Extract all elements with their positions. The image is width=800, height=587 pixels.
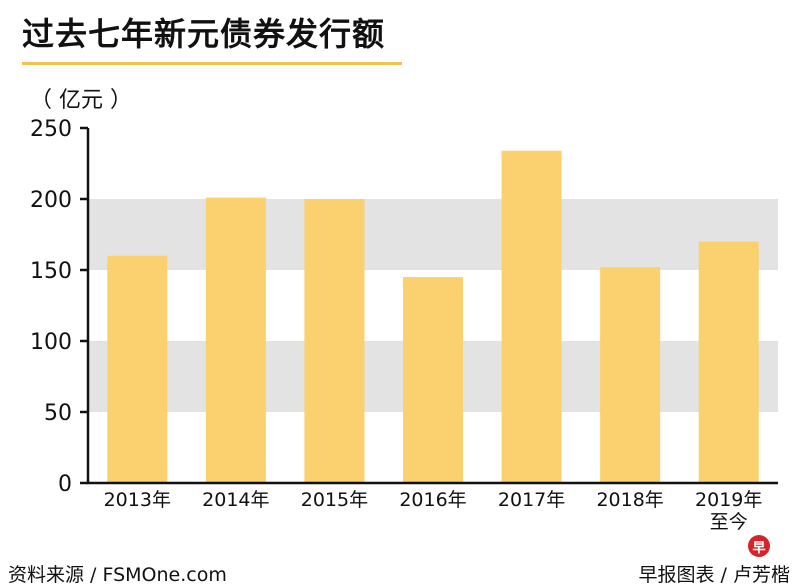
bar-0 — [107, 255, 168, 483]
y-tick-label-0: 0 — [58, 472, 72, 497]
y-tick-label-3: 150 — [30, 259, 72, 284]
y-tick-label-2: 100 — [30, 330, 72, 355]
bar-6 — [698, 241, 759, 483]
axes — [86, 128, 778, 485]
shaded-band-1 — [88, 199, 778, 270]
y-tick-label-4: 200 — [30, 188, 72, 213]
x-tick-label-6-line1: 至今 — [710, 511, 748, 533]
chart-title: 过去七年新元债券发行额 — [22, 15, 386, 53]
x-tick-label-1: 2014年 — [202, 489, 269, 511]
title-underline — [22, 62, 402, 65]
bars — [107, 150, 759, 483]
bar-1 — [205, 197, 266, 483]
shaded-bands — [88, 199, 778, 412]
y-axis-unit-label: （ 亿元 ） — [30, 88, 132, 113]
bar-4 — [501, 150, 562, 483]
x-tick-label-5: 2018年 — [596, 489, 663, 511]
bar-3 — [403, 277, 463, 483]
credit-note: 早报图表 / 卢芳楷 — [638, 564, 790, 586]
bar-2 — [304, 199, 365, 483]
y-tick-label-5: 250 — [30, 117, 72, 142]
x-tick-label-0: 2013年 — [104, 489, 171, 511]
zaobao-logo-icon: 早 — [748, 535, 770, 557]
y-tick-label-1: 50 — [44, 401, 72, 426]
x-tick-label-4: 2017年 — [498, 489, 565, 511]
bar-5 — [600, 267, 661, 483]
source-note: 资料来源 / FSMOne.com — [8, 564, 227, 586]
y-ticks: 0 50 100 150 200 250 — [30, 117, 88, 497]
x-tick-label-3: 2016年 — [399, 489, 466, 511]
x-tick-label-6: 2019年 — [695, 489, 762, 511]
x-tick-label-2: 2015年 — [301, 489, 368, 511]
